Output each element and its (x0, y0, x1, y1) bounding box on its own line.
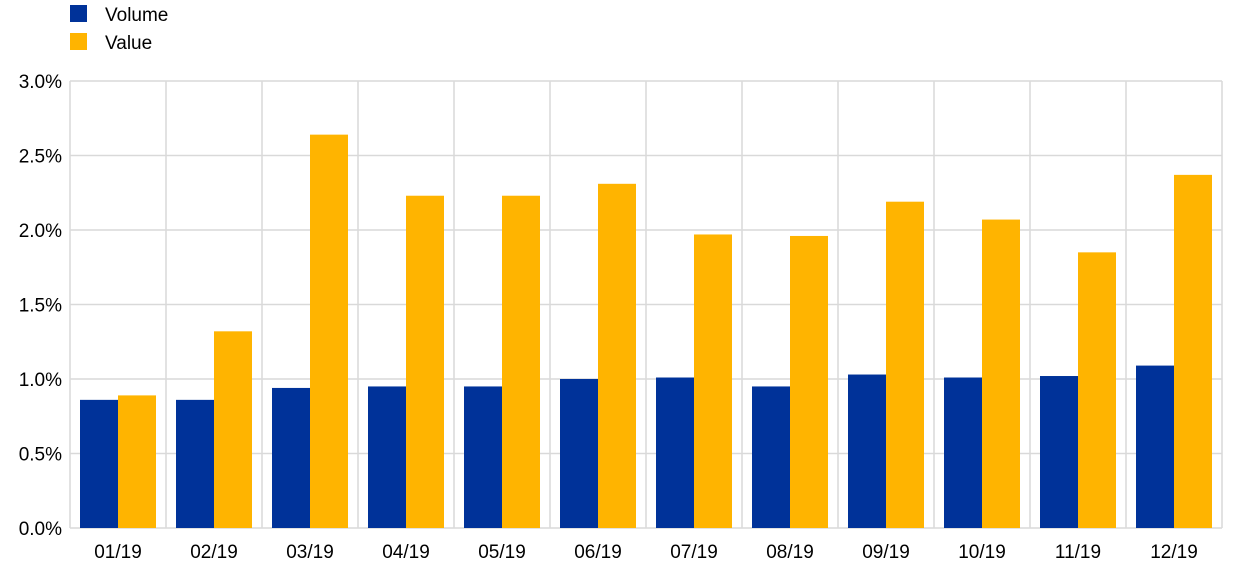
bar-value-02-19 (214, 331, 252, 528)
bar-value-01-19 (118, 395, 156, 528)
bar-volume-06-19 (560, 379, 598, 528)
bar-value-03-19 (310, 134, 348, 528)
bar-volume-05-19 (464, 386, 502, 528)
x-tick-label: 02/19 (190, 542, 238, 563)
y-tick-label: 0.5% (19, 445, 62, 466)
x-tick-label: 05/19 (478, 542, 526, 563)
bar-volume-12-19 (1136, 365, 1174, 528)
x-tick-label: 06/19 (574, 542, 622, 563)
legend-swatch (70, 33, 87, 50)
y-tick-label: 1.5% (19, 296, 62, 317)
bar-value-05-19 (502, 195, 540, 529)
legend-swatch (70, 5, 87, 22)
legend-label: Volume (105, 5, 168, 26)
bar-value-04-19 (406, 195, 444, 529)
bar-value-07-19 (694, 234, 732, 528)
legend-item-volume: Volume (70, 5, 168, 26)
bar-value-11-19 (1078, 252, 1116, 528)
x-tick-label: 01/19 (94, 542, 142, 563)
x-tick-label: 03/19 (286, 542, 334, 563)
legend-item-value: Value (70, 33, 152, 54)
x-tick-label: 11/19 (1055, 542, 1101, 563)
bar-volume-11-19 (1040, 376, 1078, 528)
x-tick-label: 08/19 (766, 542, 814, 563)
y-tick-label: 1.0% (19, 370, 62, 391)
bar-volume-08-19 (752, 386, 790, 528)
bar-volume-04-19 (368, 386, 406, 528)
y-tick-label: 0.0% (19, 519, 62, 540)
x-tick-label: 04/19 (382, 542, 430, 563)
bar-value-08-19 (790, 235, 828, 528)
bars (80, 134, 1212, 529)
bar-volume-03-19 (272, 387, 310, 528)
x-tick-label: 09/19 (862, 542, 910, 563)
x-tick-label: 10/19 (958, 542, 1006, 563)
bar-volume-09-19 (848, 374, 886, 528)
bar-volume-10-19 (944, 377, 982, 528)
bar-volume-02-19 (176, 399, 214, 528)
bar-value-10-19 (982, 219, 1020, 528)
x-tick-label: 07/19 (670, 542, 718, 563)
x-axis: 01/19 02/19 03/19 04/19 05/19 06/19 07/19 08/19… (94, 542, 1198, 563)
legend-label: Value (105, 33, 152, 54)
y-tick-label: 2.5% (19, 147, 62, 168)
legend: Volume Value (70, 5, 168, 54)
bar-volume-01-19 (80, 399, 118, 528)
bar-volume-07-19 (656, 377, 694, 528)
y-tick-label: 3.0% (19, 72, 62, 93)
bar-value-06-19 (598, 183, 636, 528)
bar-value-09-19 (886, 201, 924, 528)
y-tick-label: 2.0% (19, 221, 62, 242)
gridlines (69, 80, 1223, 529)
bar-value-12-19 (1174, 174, 1212, 528)
x-tick-label: 12/19 (1150, 542, 1198, 563)
y-axis: 0.0% 0.5% 1.0% 1.5% 2.0% 2.5% 3.0% (19, 72, 62, 540)
